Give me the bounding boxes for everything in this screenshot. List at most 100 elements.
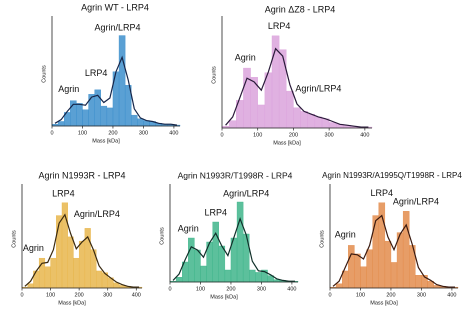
- x-tick-label: 200: [226, 286, 235, 292]
- panel-title: Agrin WT - LRP4: [81, 2, 149, 12]
- histogram-bar: [50, 257, 57, 289]
- peak-annotation: Agrin/LRP4: [74, 209, 120, 219]
- histogram-bar: [255, 272, 262, 283]
- histogram-bar: [194, 249, 201, 283]
- y-axis-label: Counts: [11, 230, 17, 248]
- histogram-bar: [82, 109, 89, 127]
- histogram-bar: [390, 262, 398, 289]
- fit-curve: [332, 214, 455, 288]
- x-tick-label: 100: [46, 292, 55, 298]
- x-tick-label: 200: [289, 132, 298, 138]
- histogram-bar: [67, 236, 74, 289]
- peak-annotation: Agrin: [235, 52, 256, 62]
- histogram-bar: [286, 90, 294, 129]
- histogram-bar: [76, 103, 83, 127]
- peak-annotation: Agrin/LRP4: [393, 196, 439, 206]
- panel-title: Agrin N1993R - LRP4: [38, 170, 125, 180]
- x-tick-label: 200: [75, 292, 84, 298]
- peak-annotation: Agrin: [58, 84, 79, 94]
- histogram-bar: [96, 270, 103, 289]
- histogram-bar: [106, 107, 114, 127]
- fit-curve: [172, 217, 295, 282]
- x-tick-label: 400: [169, 130, 178, 136]
- x-tick-label: 100: [356, 292, 365, 298]
- histogram-bar: [236, 201, 244, 283]
- histogram-bar: [249, 269, 256, 283]
- x-tick-label: 300: [325, 132, 334, 138]
- histogram-bar: [100, 105, 108, 127]
- histogram-bar: [354, 253, 361, 289]
- histogram-bar: [175, 277, 183, 283]
- x-tick-label: 0: [220, 132, 223, 138]
- peak-annotation: LRP4: [268, 21, 291, 31]
- histogram-bar: [73, 257, 80, 289]
- histogram-bar: [200, 265, 207, 283]
- x-tick-label: 0: [168, 286, 171, 292]
- x-tick-label: 0: [328, 292, 331, 298]
- histogram-bar: [243, 67, 251, 129]
- histogram-bar: [57, 121, 65, 127]
- histogram-bar: [415, 275, 422, 289]
- x-tick-label: 400: [360, 132, 369, 138]
- histogram-bar: [44, 266, 51, 289]
- panel-title: Agrin ΔZ8 - LRP4: [265, 4, 336, 14]
- histogram-bar: [257, 104, 266, 129]
- histogram-bar: [137, 118, 144, 127]
- x-tick-label: 300: [103, 292, 112, 298]
- y-axis-label: Counts: [159, 227, 165, 245]
- histogram-bar: [366, 249, 373, 289]
- histogram-bar: [372, 215, 379, 289]
- histogram-bar: [314, 116, 323, 129]
- x-tick-label: 300: [417, 292, 426, 298]
- y-axis-label: Counts: [211, 66, 217, 84]
- peak-annotation: Agrin: [178, 224, 199, 234]
- histogram-bar: [131, 114, 138, 127]
- histogram-bar: [218, 245, 226, 283]
- panel-title: Agrin N1993R/T1998R - LRP4: [178, 170, 293, 180]
- histogram-bar: [402, 211, 410, 289]
- histogram-bar: [300, 111, 308, 129]
- x-tick-label: 200: [108, 130, 117, 136]
- histogram-bar: [278, 49, 287, 129]
- histogram-bar: [293, 107, 301, 129]
- peak-annotation: Agrin: [23, 243, 44, 253]
- x-tick-label: 0: [20, 292, 23, 298]
- peak-annotation: Agrin/LRP4: [223, 188, 269, 198]
- x-tick-label: 100: [78, 130, 87, 136]
- histogram-bar: [27, 283, 34, 289]
- x-tick-label: 100: [196, 286, 205, 292]
- x-tick-label: 100: [253, 132, 262, 138]
- histogram-bar: [212, 221, 219, 283]
- histogram-bar: [307, 113, 316, 129]
- histogram-bar: [328, 122, 337, 129]
- histogram-bar: [113, 282, 120, 289]
- histogram-bar: [348, 245, 355, 289]
- histogram-bar: [228, 120, 237, 129]
- peak-annotation: LRP4: [85, 68, 108, 78]
- peak-annotation: Agrin: [335, 230, 356, 240]
- fit-curve: [54, 55, 178, 126]
- peak-annotation: Agrin/LRP4: [295, 84, 341, 94]
- x-tick-label: 300: [257, 286, 266, 292]
- x-tick-label: 400: [132, 292, 141, 298]
- x-axis-label: Mass [kDa]: [210, 294, 238, 300]
- histogram-bar: [335, 283, 343, 289]
- peak-annotation: LRP4: [204, 208, 227, 218]
- fit-curve: [24, 213, 140, 288]
- x-axis-label: Mass [kDa]: [58, 300, 86, 306]
- x-tick-label: 200: [386, 292, 395, 298]
- peak-annotation: LRP4: [52, 189, 75, 199]
- peak-annotation: Agrin/LRP4: [95, 23, 141, 33]
- fit-curve: [225, 47, 369, 128]
- x-axis-label: Mass [kDa]: [273, 140, 301, 146]
- x-tick-label: 400: [287, 286, 296, 292]
- y-axis-label: Counts: [41, 65, 47, 83]
- y-axis-label: Counts: [319, 230, 325, 248]
- panel-title: Agrin N1993R/A1995Q/T1998R - LRP4: [322, 171, 462, 180]
- histogram-bar: [384, 240, 392, 289]
- histogram-bar: [360, 266, 367, 289]
- x-axis-label: Mass [kDa]: [370, 300, 398, 306]
- histogram-bar: [224, 269, 232, 283]
- histogram-bar: [56, 215, 63, 289]
